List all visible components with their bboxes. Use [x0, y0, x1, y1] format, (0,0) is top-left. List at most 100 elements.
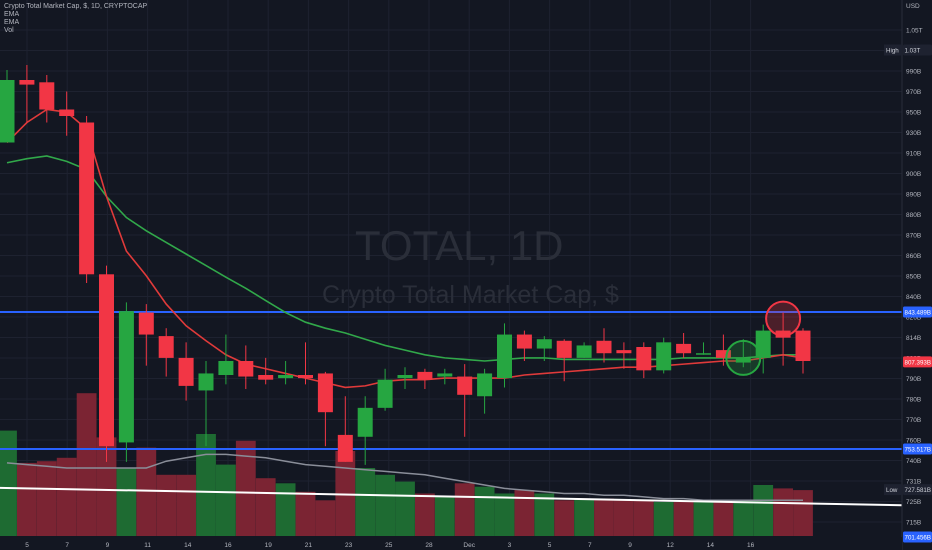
volume-bar	[434, 496, 455, 536]
price-badge[interactable]	[903, 306, 932, 318]
trendline[interactable]	[0, 486, 903, 507]
price-badge[interactable]	[903, 443, 932, 455]
candle-body	[397, 375, 413, 379]
volume-bar	[554, 500, 575, 536]
candle-body	[616, 350, 632, 354]
candle-body	[636, 347, 652, 371]
time-tick-label: 5	[548, 542, 552, 549]
trendline-line[interactable]	[0, 486, 903, 507]
price-axis-background	[902, 0, 932, 550]
red-circle-marker[interactable]	[765, 300, 802, 337]
time-tick-label: 14	[184, 542, 192, 549]
time-axis[interactable]: 5 7 9 11 14 16 19 21 23 25 28 Dec 3 5 7 9 12 14 16	[0, 537, 902, 550]
time-axis-background	[0, 537, 902, 550]
candle-body	[39, 82, 55, 110]
time-tick-label: 16	[747, 542, 755, 549]
price-badge-value: 843.489B	[905, 310, 932, 317]
price-tick-label: 725B	[906, 499, 921, 506]
candle-body	[477, 373, 493, 397]
indicator-ema-fast[interactable]: EMA	[4, 11, 20, 18]
candle	[258, 357, 274, 385]
candle-body	[656, 342, 672, 371]
candle	[317, 371, 333, 447]
price-badge[interactable]	[903, 484, 932, 496]
candle	[477, 368, 493, 414]
volume-bar	[673, 502, 694, 536]
candle	[556, 339, 572, 382]
candle-body	[218, 361, 234, 375]
candle-body	[676, 343, 692, 354]
candle	[158, 328, 174, 377]
candle	[437, 368, 453, 385]
candle-body	[0, 80, 15, 143]
price-tick-label: 870B	[906, 233, 921, 240]
price-tick-label: 910B	[906, 151, 921, 158]
circle-annotations[interactable]	[725, 300, 802, 376]
candle-body	[278, 375, 294, 379]
price-tick-label: 850B	[906, 274, 921, 281]
price-badge-tag	[884, 44, 902, 56]
volume-bar	[136, 447, 157, 536]
volume-bar	[196, 434, 216, 536]
price-axis[interactable]: USD1.05T1.01T990B970B950B930B910B900B890…	[884, 0, 932, 550]
volume-bar	[534, 493, 555, 536]
price-tick-label: 780B	[906, 397, 921, 404]
candle-body	[79, 122, 95, 275]
candle	[596, 328, 612, 363]
volume-ma-line	[6, 453, 803, 502]
volume-bar	[653, 502, 674, 536]
candle	[218, 334, 234, 385]
price-tick-label: 790B	[906, 376, 921, 383]
volume-bar	[793, 490, 813, 536]
indicator-volume[interactable]: Vol	[4, 27, 14, 34]
price-badge[interactable]	[903, 44, 932, 56]
price-tick-label: 890B	[906, 192, 921, 199]
volume-bars	[0, 393, 813, 536]
candle-body	[238, 361, 254, 377]
candle-body	[795, 330, 811, 361]
time-tick-label: 11	[144, 542, 151, 549]
candle-body	[536, 339, 552, 349]
candle-body	[337, 434, 353, 462]
candle	[59, 91, 75, 136]
candle-body	[317, 373, 333, 413]
candle-body	[19, 80, 35, 85]
candle	[99, 265, 114, 462]
candle	[357, 396, 373, 465]
price-badge-value: 807.393B	[905, 359, 932, 366]
horizontal-levels[interactable]	[0, 311, 902, 450]
time-tick-label: Dec	[463, 542, 475, 549]
volume-bar	[633, 500, 654, 536]
indicator-ema-slow[interactable]: EMA	[4, 19, 20, 26]
symbol-title[interactable]: Crypto Total Market Cap, $, 1D, CRYPTOCA…	[4, 3, 148, 10]
price-badge[interactable]	[903, 531, 932, 543]
candle	[397, 367, 413, 389]
volume-bar	[454, 483, 475, 536]
candle	[278, 361, 294, 385]
volume-bar	[494, 493, 515, 536]
volume-bar	[375, 474, 395, 536]
candle	[795, 328, 811, 374]
candle	[735, 339, 751, 368]
candle-body	[178, 357, 194, 386]
volume-bar	[753, 485, 774, 536]
candle	[775, 312, 791, 366]
volume-bar	[17, 462, 37, 536]
candle-body	[715, 350, 731, 358]
candle-body	[556, 340, 572, 358]
price-badge[interactable]	[903, 356, 932, 368]
candle	[516, 330, 532, 361]
volume-bar	[335, 451, 356, 536]
time-tick-label: 19	[265, 542, 273, 549]
candle-body	[735, 357, 751, 363]
candle	[457, 364, 473, 437]
volume-bar	[96, 437, 117, 536]
candle-body	[258, 375, 274, 380]
grid	[0, 0, 902, 536]
green-circle-marker[interactable]	[725, 339, 762, 376]
time-tick-label: 9	[106, 542, 110, 549]
candle-body	[457, 376, 473, 395]
candle-body	[775, 330, 791, 338]
price-tick-label: 950B	[906, 110, 921, 117]
